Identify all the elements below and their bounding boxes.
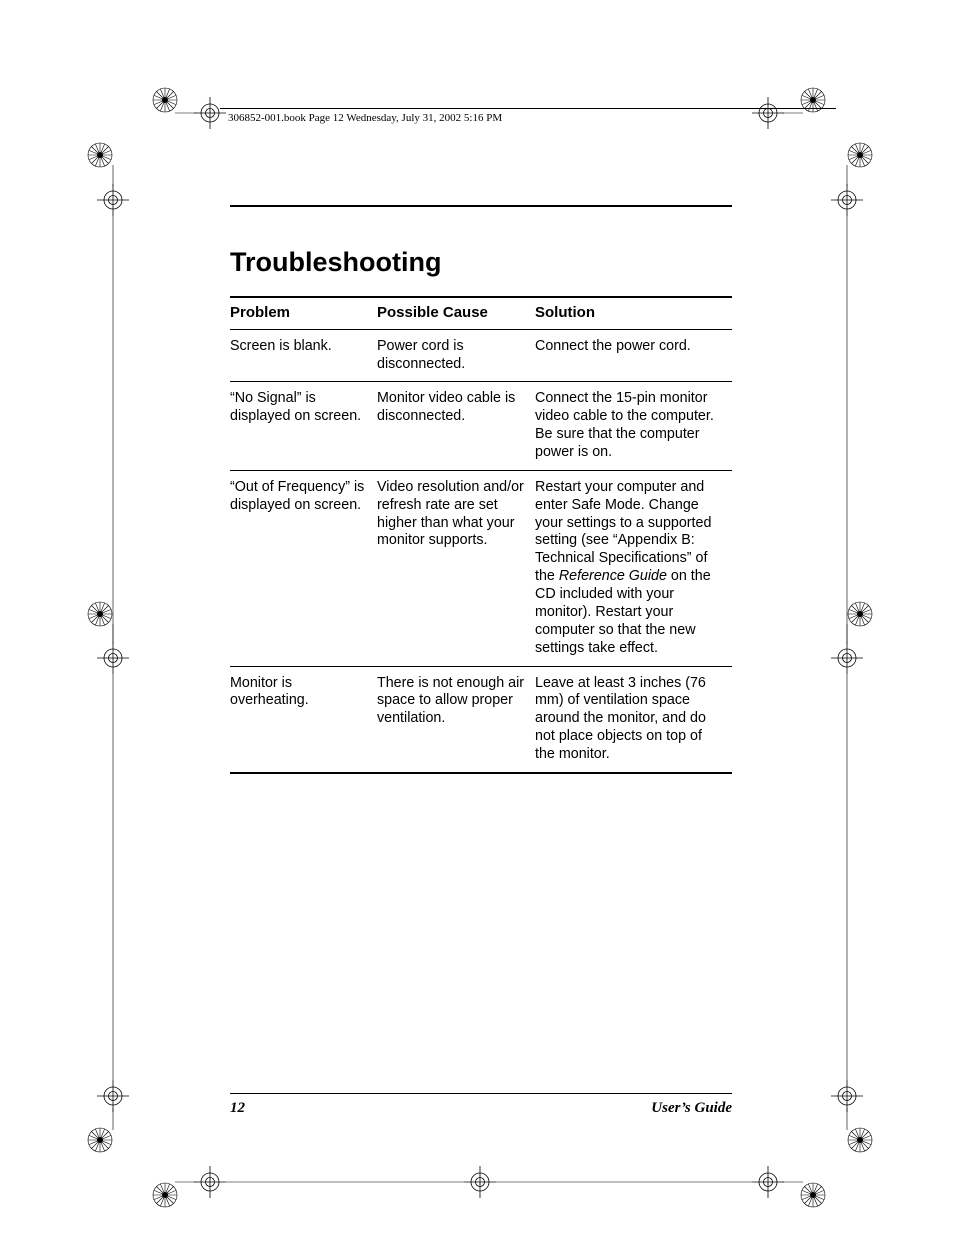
cell-problem: Screen is blank. [230, 329, 377, 382]
table-header-row: Problem Possible Cause Solution [230, 297, 732, 329]
col-header-problem: Problem [230, 297, 377, 329]
cell-solution: Leave at least 3 inches (76 mm) of venti… [535, 666, 732, 773]
cell-solution: Restart your computer and enter Safe Mod… [535, 470, 732, 666]
cell-cause: Power cord is disconnected. [377, 329, 535, 382]
table-row: Screen is blank. Power cord is disconnec… [230, 329, 732, 382]
table-row: “No Signal” is displayed on screen. Moni… [230, 382, 732, 470]
section-title: Troubleshooting [230, 247, 732, 278]
document-page: 306852-001.book Page 12 Wednesday, July … [0, 0, 954, 1235]
running-head: 306852-001.book Page 12 Wednesday, July … [228, 112, 502, 124]
content-block: Troubleshooting Problem Possible Cause S… [230, 205, 732, 774]
table-row: “Out of Frequency” is displayed on scree… [230, 470, 732, 666]
cell-solution: Connect the power cord. [535, 329, 732, 382]
cell-problem: “No Signal” is displayed on screen. [230, 382, 377, 470]
page-number: 12 [230, 1100, 245, 1117]
col-header-cause: Possible Cause [377, 297, 535, 329]
page-footer: 12 User’s Guide [230, 1100, 732, 1117]
table-row: Monitor is overheating. There is not eno… [230, 666, 732, 773]
runhead-rule [220, 108, 836, 109]
col-header-solution: Solution [535, 297, 732, 329]
cell-cause: Monitor video cable is disconnected. [377, 382, 535, 470]
cell-cause: There is not enough air space to allow p… [377, 666, 535, 773]
cell-solution: Connect the 15-pin monitor video cable t… [535, 382, 732, 470]
footer-doc-title: User’s Guide [651, 1100, 732, 1117]
cell-cause: Video resolution and/or refresh rate are… [377, 470, 535, 666]
solution-text-italic: Reference Guide [559, 568, 667, 584]
top-content-rule [230, 205, 732, 207]
cell-problem: Monitor is overheating. [230, 666, 377, 773]
cell-problem: “Out of Frequency” is displayed on scree… [230, 470, 377, 666]
troubleshooting-table: Problem Possible Cause Solution Screen i… [230, 296, 732, 774]
footer-rule [230, 1093, 732, 1094]
